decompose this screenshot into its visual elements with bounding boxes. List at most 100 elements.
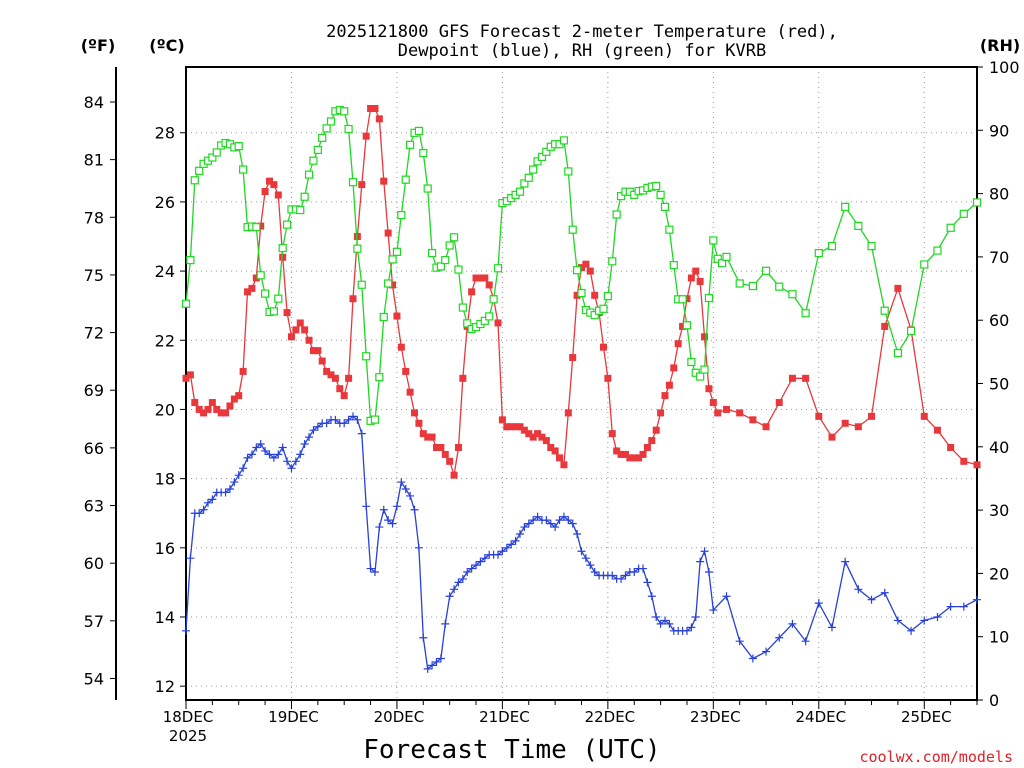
time-tick-label: 18DEC bbox=[163, 708, 214, 726]
dewpoint-point bbox=[551, 523, 560, 532]
rh-point bbox=[463, 319, 472, 328]
rh-point bbox=[542, 147, 551, 156]
time-tick-label: 23DEC bbox=[690, 708, 741, 726]
rh-point bbox=[920, 260, 929, 269]
temperature-point bbox=[573, 291, 581, 299]
temperature-point bbox=[973, 461, 981, 469]
temperature-point bbox=[635, 454, 643, 462]
source-credit: coolwx.com/models bbox=[859, 748, 1013, 766]
celsius-tick-label: 20 bbox=[155, 400, 175, 419]
temperature-point bbox=[380, 177, 388, 185]
dewpoint-point bbox=[436, 654, 445, 663]
rh-point bbox=[282, 220, 292, 229]
dewpoint-point bbox=[261, 446, 270, 455]
temperature-point bbox=[235, 392, 243, 400]
fahrenheit-tick-label: 63 bbox=[84, 497, 104, 516]
dewpoint-point bbox=[454, 578, 463, 587]
dewpoint-point bbox=[247, 450, 256, 459]
temperature-point bbox=[551, 447, 559, 455]
dewpoint-point bbox=[340, 419, 349, 428]
fahrenheit-tick-label: 66 bbox=[84, 439, 104, 458]
temperature-point bbox=[665, 381, 673, 389]
dewpoint-point bbox=[946, 602, 955, 611]
dewpoint-point bbox=[920, 616, 929, 625]
dewpoint-point bbox=[665, 619, 674, 628]
temperature-point bbox=[828, 433, 836, 441]
temperature-point bbox=[802, 374, 810, 382]
rh-point bbox=[318, 133, 327, 142]
dewpoint-point bbox=[542, 516, 551, 525]
rh-point bbox=[406, 140, 415, 149]
fahrenheit-tick-label: 78 bbox=[84, 208, 104, 227]
dewpoint-point bbox=[788, 619, 797, 628]
temperature-point bbox=[244, 288, 252, 296]
temperature-point bbox=[424, 433, 432, 441]
temperature-point bbox=[881, 322, 889, 330]
rh-point bbox=[761, 266, 771, 275]
dewpoint-point bbox=[370, 568, 379, 577]
dewpoint-point bbox=[388, 519, 397, 528]
temperature-point bbox=[687, 274, 695, 282]
rh-point bbox=[296, 205, 305, 215]
series-rh bbox=[181, 105, 982, 425]
temperature-point bbox=[252, 274, 260, 282]
rh-tick-label: 80 bbox=[989, 185, 1009, 204]
celsius-tick-label: 14 bbox=[155, 608, 175, 627]
rh-point bbox=[326, 117, 336, 126]
rh-point bbox=[608, 257, 617, 266]
fahrenheit-tick-label: 69 bbox=[84, 381, 104, 400]
temperature-point bbox=[265, 177, 273, 185]
rh-point bbox=[801, 309, 810, 318]
dewpoint-point bbox=[366, 564, 375, 573]
dewpoint-point bbox=[691, 612, 700, 621]
dewpoint-point bbox=[867, 595, 876, 604]
temperature-point bbox=[336, 385, 344, 393]
temperature-point bbox=[309, 347, 317, 355]
temperature-point bbox=[674, 340, 682, 348]
celsius-tick-label: 18 bbox=[155, 470, 175, 489]
temperature-point bbox=[213, 405, 221, 413]
dewpoint-point bbox=[472, 561, 481, 570]
dewpoint-point bbox=[827, 623, 836, 632]
celsius-tick-label: 26 bbox=[155, 193, 175, 212]
dewpoint-point bbox=[476, 557, 485, 566]
rh-point bbox=[190, 176, 199, 185]
dewpoint-point bbox=[502, 543, 511, 552]
celsius-tick-label: 28 bbox=[155, 124, 175, 143]
rh-point bbox=[427, 249, 437, 258]
rh-point bbox=[775, 282, 784, 291]
temperature-point bbox=[599, 343, 607, 351]
temperature-point bbox=[547, 443, 555, 451]
temperature-point bbox=[274, 191, 282, 199]
rh-point bbox=[906, 326, 916, 336]
series-dewpoint bbox=[182, 412, 981, 673]
temperature-point bbox=[323, 367, 331, 375]
temperature-point bbox=[714, 409, 722, 417]
temperature-point bbox=[419, 430, 427, 438]
dewpoint-point bbox=[406, 491, 415, 500]
rh-point bbox=[379, 312, 388, 322]
dewpoint-point bbox=[573, 529, 582, 538]
temperature-point bbox=[960, 457, 968, 465]
temperature-point bbox=[367, 105, 375, 113]
dewpoint-point bbox=[643, 578, 652, 587]
temperature-point bbox=[762, 423, 770, 431]
dewpoint-point bbox=[533, 512, 542, 521]
rh-point bbox=[256, 271, 265, 280]
dewpoint-point bbox=[507, 540, 516, 549]
dewpoint-point bbox=[854, 585, 863, 594]
temperature-point bbox=[854, 423, 862, 431]
temperature-point bbox=[353, 232, 361, 240]
dewpoint-point bbox=[186, 554, 195, 563]
rh-point bbox=[788, 290, 797, 299]
temperature-point bbox=[358, 181, 366, 189]
dewpoint-point bbox=[401, 485, 410, 493]
temperature-point bbox=[362, 132, 370, 140]
dewpoint-point bbox=[296, 450, 305, 459]
rh-point bbox=[590, 311, 599, 320]
dewpoint-point bbox=[564, 516, 573, 525]
rh-tick-label: 30 bbox=[989, 501, 1009, 520]
dewpoint-point bbox=[581, 554, 590, 563]
temperature-point bbox=[384, 229, 392, 237]
temperature-point bbox=[279, 253, 287, 261]
